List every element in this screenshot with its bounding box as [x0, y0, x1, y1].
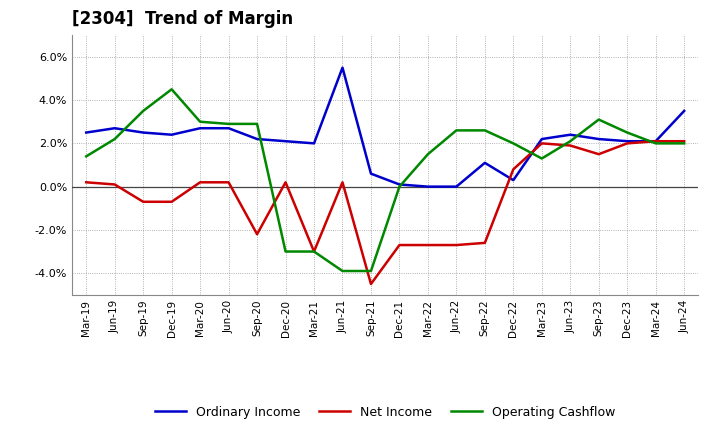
Ordinary Income: [338, 65, 347, 70]
Operating Cashflow: [366, 268, 375, 274]
Ordinary Income: [253, 136, 261, 142]
Operating Cashflow: [423, 151, 432, 157]
Operating Cashflow: [225, 121, 233, 127]
Ordinary Income: [196, 125, 204, 131]
Net Income: [652, 139, 660, 144]
Ordinary Income: [480, 160, 489, 165]
Line: Operating Cashflow: Operating Cashflow: [86, 89, 684, 271]
Ordinary Income: [167, 132, 176, 137]
Line: Ordinary Income: Ordinary Income: [86, 68, 684, 187]
Operating Cashflow: [395, 184, 404, 189]
Ordinary Income: [282, 139, 290, 144]
Operating Cashflow: [537, 156, 546, 161]
Ordinary Income: [110, 125, 119, 131]
Ordinary Income: [652, 139, 660, 144]
Net Income: [139, 199, 148, 205]
Net Income: [566, 143, 575, 148]
Net Income: [366, 281, 375, 286]
Ordinary Income: [225, 125, 233, 131]
Net Income: [338, 180, 347, 185]
Operating Cashflow: [680, 141, 688, 146]
Operating Cashflow: [139, 108, 148, 114]
Operating Cashflow: [509, 141, 518, 146]
Net Income: [623, 141, 631, 146]
Net Income: [537, 141, 546, 146]
Ordinary Income: [566, 132, 575, 137]
Operating Cashflow: [82, 154, 91, 159]
Net Income: [509, 167, 518, 172]
Net Income: [282, 180, 290, 185]
Ordinary Income: [82, 130, 91, 135]
Operating Cashflow: [652, 141, 660, 146]
Net Income: [423, 242, 432, 248]
Ordinary Income: [139, 130, 148, 135]
Net Income: [225, 180, 233, 185]
Operating Cashflow: [110, 136, 119, 142]
Net Income: [253, 231, 261, 237]
Line: Net Income: Net Income: [86, 141, 684, 284]
Ordinary Income: [537, 136, 546, 142]
Operating Cashflow: [196, 119, 204, 125]
Net Income: [196, 180, 204, 185]
Net Income: [595, 151, 603, 157]
Ordinary Income: [366, 171, 375, 176]
Ordinary Income: [623, 139, 631, 144]
Net Income: [167, 199, 176, 205]
Operating Cashflow: [310, 249, 318, 254]
Net Income: [452, 242, 461, 248]
Operating Cashflow: [623, 130, 631, 135]
Net Income: [82, 180, 91, 185]
Operating Cashflow: [338, 268, 347, 274]
Ordinary Income: [509, 177, 518, 183]
Operating Cashflow: [452, 128, 461, 133]
Operating Cashflow: [253, 121, 261, 127]
Operating Cashflow: [595, 117, 603, 122]
Ordinary Income: [595, 136, 603, 142]
Text: [2304]  Trend of Margin: [2304] Trend of Margin: [72, 10, 293, 28]
Operating Cashflow: [282, 249, 290, 254]
Ordinary Income: [395, 182, 404, 187]
Net Income: [110, 182, 119, 187]
Ordinary Income: [452, 184, 461, 189]
Ordinary Income: [310, 141, 318, 146]
Operating Cashflow: [167, 87, 176, 92]
Legend: Ordinary Income, Net Income, Operating Cashflow: Ordinary Income, Net Income, Operating C…: [150, 400, 621, 424]
Ordinary Income: [423, 184, 432, 189]
Ordinary Income: [680, 108, 688, 114]
Net Income: [395, 242, 404, 248]
Net Income: [680, 139, 688, 144]
Net Income: [310, 249, 318, 254]
Net Income: [480, 240, 489, 246]
Operating Cashflow: [566, 139, 575, 144]
Operating Cashflow: [480, 128, 489, 133]
